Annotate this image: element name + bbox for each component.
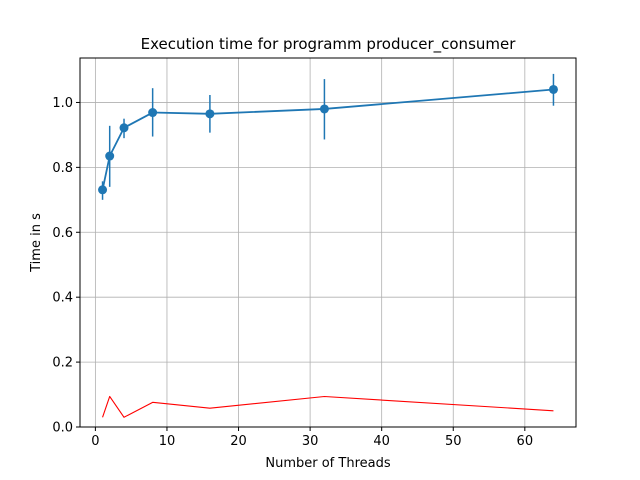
data-point	[548, 84, 558, 94]
y-tick-label: 0.8	[52, 161, 73, 176]
x-tick-label: 60	[517, 434, 534, 449]
series-line-2	[102, 395, 554, 418]
chart-title: Execution time for programm producer_con…	[141, 35, 517, 54]
y-tick-label: 0.4	[52, 291, 73, 306]
y-tick-label: 0.2	[52, 356, 73, 371]
grid	[80, 58, 576, 428]
x-tick-label: 10	[159, 434, 176, 449]
series-layer	[98, 73, 558, 418]
ticks: 0 10 20 30 40 50 60 0.0 0.2 0.4 0.6 0.8 1.0	[52, 96, 533, 449]
y-tick-label: 1.0	[52, 96, 73, 111]
data-point	[98, 185, 108, 195]
x-tick-label: 0	[91, 434, 99, 449]
y-tick-label: 0.0	[52, 421, 73, 436]
x-tick-label: 30	[302, 434, 319, 449]
data-point	[205, 109, 215, 119]
x-axis-label: Number of Threads	[265, 456, 390, 471]
x-tick-label: 50	[445, 434, 462, 449]
data-point	[105, 151, 115, 161]
y-tick-label: 0.6	[52, 226, 73, 241]
y-axis-label: Time in s	[29, 213, 44, 273]
data-point	[148, 108, 158, 118]
x-tick-label: 40	[373, 434, 390, 449]
plot-frame	[79, 57, 577, 428]
data-point	[319, 104, 329, 114]
x-tick-label: 20	[230, 434, 247, 449]
data-point	[119, 123, 129, 133]
